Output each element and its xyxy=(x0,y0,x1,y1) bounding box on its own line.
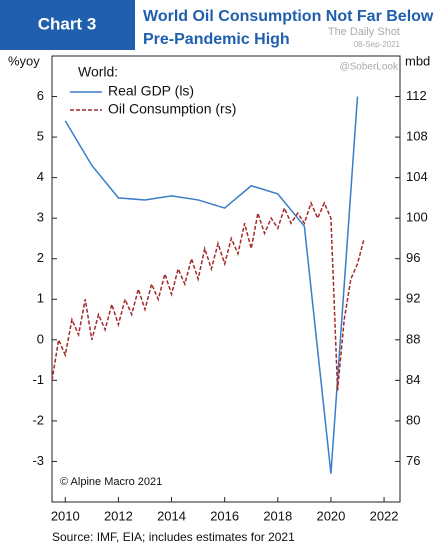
x-tick-label: 2016 xyxy=(210,508,239,523)
y2-tick-label: 88 xyxy=(406,331,420,346)
y2-tick-label: 96 xyxy=(406,250,420,265)
legend-label: Real GDP (ls) xyxy=(108,83,194,99)
series-line xyxy=(64,96,359,474)
watermark: The Daily Shot xyxy=(328,26,400,38)
source: Source: IMF, EIA; includes estimates for… xyxy=(52,530,295,544)
legend-label: Oil Consumption (rs) xyxy=(108,101,236,117)
series-line xyxy=(51,200,365,391)
y2-tick-label: 80 xyxy=(406,412,420,427)
y2-tick-label: 92 xyxy=(406,291,420,306)
watermark: 08-Sep-2021 xyxy=(354,40,401,49)
y-tick-label: 0 xyxy=(37,331,44,346)
legend-title: World: xyxy=(78,64,118,80)
y-tick-label: -1 xyxy=(32,372,44,387)
chart-title: World Oil Consumption Not Far Below xyxy=(143,8,434,25)
y-tick-label: -3 xyxy=(32,453,44,468)
x-tick-label: 2010 xyxy=(51,508,80,523)
y-tick-label: -2 xyxy=(32,412,44,427)
y-tick-label: 3 xyxy=(37,210,44,225)
y2-tick-label: 84 xyxy=(406,372,420,387)
y2-tick-label: 100 xyxy=(406,210,428,225)
x-tick-label: 2018 xyxy=(263,508,292,523)
y-tick-label: 6 xyxy=(37,88,44,103)
badge: Chart 3 xyxy=(38,14,97,33)
y-axis-label: %yoy xyxy=(8,53,40,68)
x-tick-label: 2022 xyxy=(370,508,399,523)
y-tick-label: 1 xyxy=(37,291,44,306)
annotation: © Alpine Macro 2021 xyxy=(60,476,162,488)
chart-title: Pre-Pandemic High xyxy=(143,31,290,48)
badge-bg xyxy=(0,0,135,50)
y2-tick-label: 104 xyxy=(406,169,428,184)
x-tick-label: 2012 xyxy=(104,508,133,523)
y-tick-label: 5 xyxy=(37,129,44,144)
y-tick-label: 4 xyxy=(37,169,44,184)
x-tick-label: 2014 xyxy=(157,508,186,523)
y-tick-label: 2 xyxy=(37,250,44,265)
watermark: @SoberLook xyxy=(339,62,399,73)
y2-tick-label: 112 xyxy=(406,88,427,103)
y2-axis-label: mbd xyxy=(405,53,430,68)
y2-tick-label: 108 xyxy=(406,129,428,144)
x-tick-label: 2020 xyxy=(316,508,345,523)
y2-tick-label: 76 xyxy=(406,453,420,468)
plot-frame xyxy=(51,55,401,503)
